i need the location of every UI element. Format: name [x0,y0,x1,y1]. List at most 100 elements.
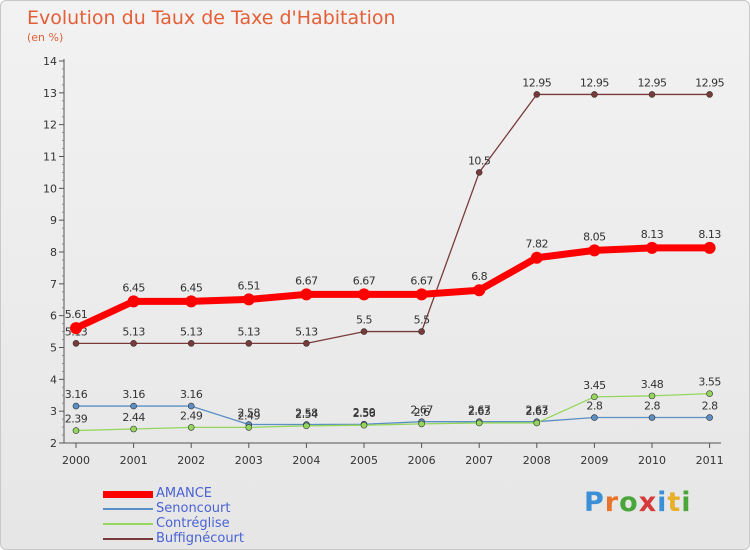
data-label-buffignecourt: 5.13 [180,325,203,338]
data-point-contreglise [360,421,368,429]
data-label-buffignecourt: 5.13 [122,325,145,338]
data-point-amance [127,295,140,308]
data-point-amance [242,293,255,306]
data-point-amance [646,241,658,254]
data-label-senoncourt: 2.59 [353,406,376,419]
data-label-contreglise: 3.45 [583,379,606,392]
data-label-contreglise: 2.56 [353,407,376,420]
y-tick-label: 7 [50,278,57,291]
y-tick-label: 10 [43,182,57,195]
data-point-amance [703,241,716,254]
data-label-contreglise: 2.54 [295,408,318,421]
data-point-contreglise [648,392,656,400]
data-label-senoncourt: 2.67 [526,404,549,417]
data-point-buffignecourt [475,169,483,176]
data-point-buffignecourt [648,91,656,98]
chart-title: Evolution du Taux de Taxe d'Habitation [27,7,396,29]
data-point-contreglise [187,424,195,431]
data-label-amance: 6.67 [295,274,318,287]
logo-letter: r [604,487,620,518]
data-label-contreglise: 2.39 [65,413,88,426]
x-tick-label: 2008 [523,454,551,467]
data-point-senoncourt [591,414,598,421]
x-tick-label: 2006 [408,454,436,467]
series-line-amance [72,244,714,332]
y-tick-label: 8 [50,246,57,259]
data-point-buffignecourt [187,340,195,347]
data-label-senoncourt: 3.16 [180,388,203,401]
data-label-amance: 6.67 [410,274,433,287]
y-tick-label: 14 [43,55,57,68]
x-tick-label: 2003 [235,454,263,467]
data-point-contreglise [303,422,310,430]
data-label-amance: 6.8 [471,270,487,283]
data-label-contreglise: 2.49 [238,409,261,422]
data-point-amance [530,251,543,264]
data-label-amance: 6.45 [180,281,203,294]
series-line-buffignecourt [75,93,711,345]
data-label-contreglise: 2.44 [122,411,145,424]
logo-letter: P [584,487,605,518]
series-line-contreglise [75,393,711,432]
y-tick-label: 5 [50,342,57,355]
y-tick-label: 9 [50,214,57,227]
data-label-amance: 6.51 [238,279,261,292]
x-tick-label: 2010 [638,454,666,467]
y-tick-label: 13 [43,87,57,100]
data-label-senoncourt: 2.58 [238,407,261,420]
proxiti-logo: Proxiti [584,487,692,518]
data-label-amance: 8.13 [698,228,721,241]
data-label-contreglise: 2.63 [468,405,491,418]
data-label-amance: 7.82 [526,238,549,251]
data-point-buffignecourt [130,340,137,347]
x-tick-label: 2009 [580,454,608,467]
chart-subtitle: (en %) [27,31,64,44]
logo-letter: i [657,487,668,518]
data-label-buffignecourt: 10.5 [468,154,491,167]
y-tick-label: 12 [43,119,57,132]
data-point-buffignecourt [418,328,425,335]
data-point-amance [358,288,370,301]
x-tick-label: 2005 [350,454,378,467]
x-tick-label: 2000 [62,454,90,467]
data-point-amance [588,244,601,257]
x-tick-label: 2004 [292,454,320,467]
data-label-buffignecourt: 12.95 [638,76,667,89]
series-line-senoncourt [75,405,711,426]
y-tick-label: 3 [50,405,57,418]
data-point-buffignecourt [360,328,368,335]
data-point-buffignecourt [533,91,541,98]
logo-letter: i [681,487,692,518]
data-point-senoncourt [187,402,195,410]
logo-letter: o [619,487,639,518]
x-tick-label: 2011 [696,454,724,467]
data-point-contreglise [533,419,541,427]
data-label-senoncourt: 2.8 [586,400,602,413]
data-point-contreglise [591,393,598,401]
legend-label: AMANCE [156,486,213,501]
data-label-amance: 6.45 [122,281,145,294]
y-tick-label: 11 [43,151,57,164]
legend-swatch [103,538,153,540]
data-label-contreglise: 2.6 [414,406,430,419]
legend-swatch [103,490,153,498]
data-label-buffignecourt: 12.95 [580,76,609,89]
data-point-contreglise [245,424,253,431]
data-point-contreglise [130,425,137,433]
y-tick-label: 4 [50,373,57,386]
data-point-buffignecourt [706,91,713,98]
x-tick-label: 2002 [177,454,205,467]
data-point-amance [70,322,82,335]
data-point-contreglise [418,420,425,428]
x-tick-label: 2001 [120,454,148,467]
data-label-senoncourt: 2.58 [295,407,318,420]
data-label-amance: 5.61 [65,308,88,321]
data-label-amance: 6.67 [353,274,376,287]
data-label-contreglise: 2.49 [180,409,203,422]
data-label-amance: 8.05 [583,230,606,243]
data-label-senoncourt: 2.8 [702,400,718,413]
data-label-buffignecourt: 5.13 [238,325,261,338]
y-tick-label: 6 [50,310,57,323]
